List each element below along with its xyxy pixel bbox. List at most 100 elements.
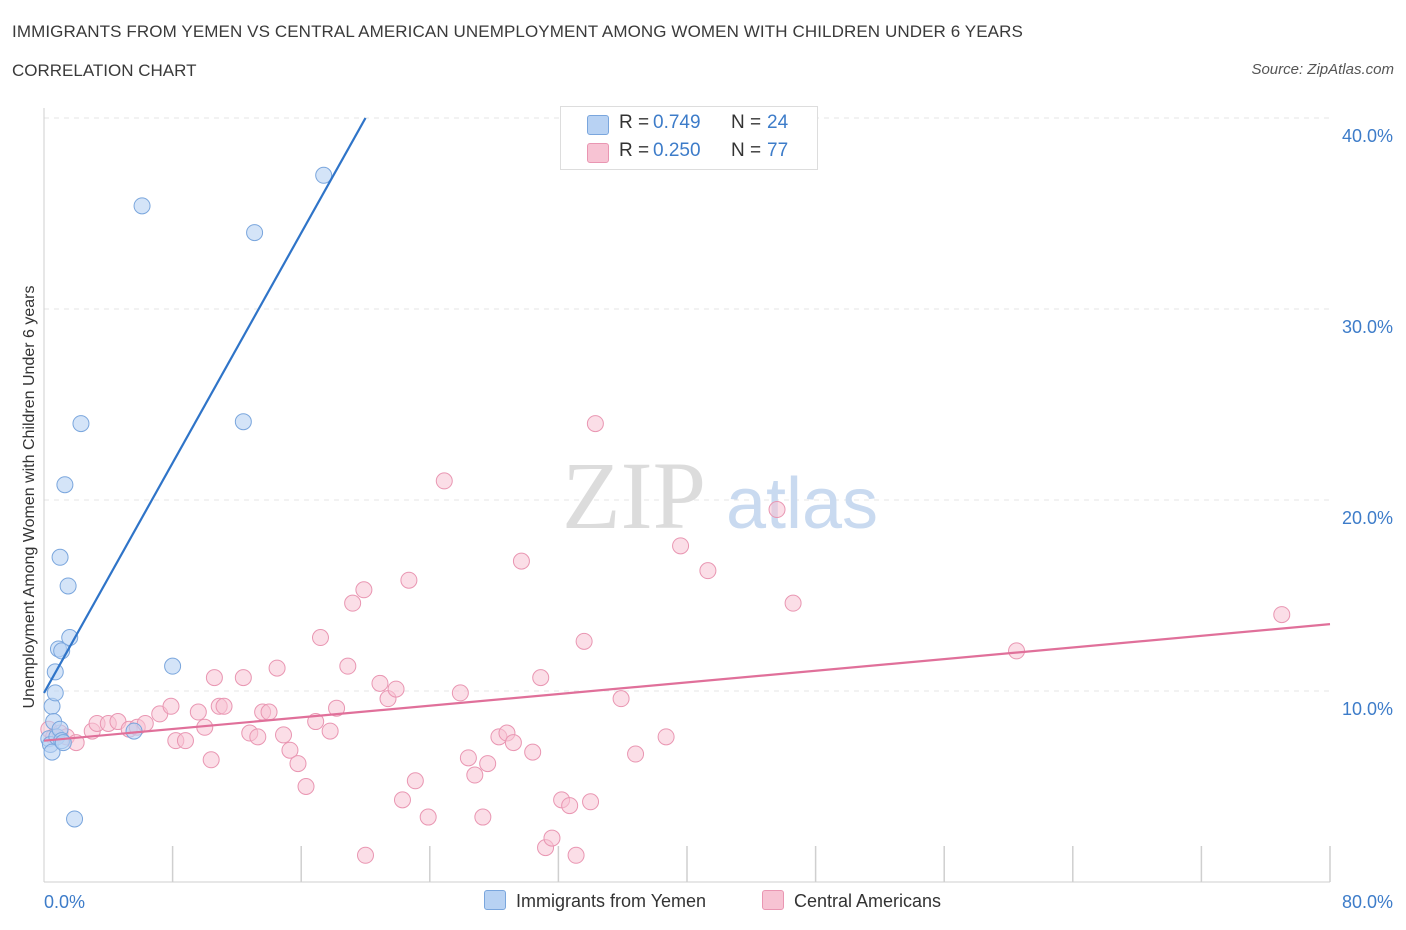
central-americans-point [672,537,690,555]
r-label: R = [619,140,650,161]
trendlines [43,117,1331,742]
central-americans-point [176,732,194,750]
central-americans-point [339,657,357,675]
central-americans-point [504,734,522,752]
central-americans-point [281,741,299,759]
yemen-legend-swatch [484,890,506,910]
central-americans-point [451,684,469,702]
central-americans-point [582,793,600,811]
central-americans-point [657,728,675,746]
central-americans-legend-swatch [762,890,784,910]
central-americans-point [387,680,405,698]
r-value: 0.250 [653,140,701,161]
yemen-point [51,548,69,566]
central-americans-point [561,797,579,815]
tick-labels: 10.0% 20.0% 30.0% 40.0% 0.0% 80.0% [44,126,1393,912]
n-label: N = [731,140,762,161]
central-americans-point [699,562,717,580]
source-credit: Source: ZipAtlas.com [1251,61,1394,78]
r-value: 0.749 [653,112,701,133]
central-americans-point [393,791,411,809]
central-americans-trendline [43,623,1331,742]
central-americans-point [202,751,220,769]
central-americans-point [784,594,802,612]
central-americans-point [357,846,374,864]
n-label: N = [731,112,762,133]
central-americans-point [371,674,389,692]
central-americans-point [586,415,604,433]
central-americans-point [406,772,424,790]
central-americans-point [532,669,550,687]
y-tick-label-40: 40.0% [1342,126,1393,146]
yemen-trendline [43,117,367,694]
central-americans-point [567,846,585,864]
central-americans-point [215,697,233,715]
central-americans-point [328,699,346,717]
watermark-atlas: atlas [726,464,878,544]
central-americans-point [466,766,484,784]
central-americans-point [419,808,437,826]
central-americans-point [355,581,373,599]
central-americans-point [459,749,477,767]
legend-item-yemen[interactable]: Immigrants from Yemen [484,890,706,912]
central-americans-point [575,632,593,650]
central-americans-point [311,629,329,647]
yemen-point [43,743,61,761]
central-americans-point [512,552,530,570]
yemen-point [315,166,333,184]
y-tick-label-20: 20.0% [1342,508,1393,528]
central-americans-point [162,697,180,715]
central-americans-point [1273,606,1291,624]
central-americans-point [627,745,645,763]
chart-subtitle: CORRELATION CHART [12,61,197,80]
central-americans-point [474,808,492,826]
central-americans-point [1008,642,1026,660]
gridlines [44,117,1330,692]
central-americans-point [289,755,307,773]
central-americans-point [249,728,267,746]
central-americans-point [205,669,223,687]
central-americans-point [435,472,453,490]
central-americans-point [524,743,542,761]
x-tick-label-min: 0.0% [44,892,85,912]
central-americans-point [344,594,362,612]
central-americans-point [189,703,207,721]
central-americans-point [543,829,561,847]
yemen-point [59,577,77,595]
central-americans-point [612,690,630,708]
central-americans-point [307,713,325,731]
central-americans-point [400,571,418,589]
watermark: ZIP atlas [562,442,878,549]
yemen-swatch [587,115,609,135]
r-label: R = [619,112,650,133]
yemen-point [46,684,64,702]
yemen-point [66,810,84,828]
yemen-point [164,657,182,675]
yemen-point [234,413,252,431]
watermark-zip: ZIP [562,442,706,549]
n-value: 24 [767,112,789,133]
central-americans-swatch [587,143,609,163]
chart-title: IMMIGRANTS FROM YEMEN VS CENTRAL AMERICA… [12,22,1023,41]
central-americans-point [275,726,293,744]
y-tick-label-10: 10.0% [1342,699,1393,719]
yemen-point [54,734,72,752]
yemen-point [72,415,90,433]
yemen-point [246,224,264,242]
central-americans-point [321,722,339,740]
central-americans-legend-label: Central Americans [794,891,942,911]
legend-item-central-americans[interactable]: Central Americans [762,890,941,912]
central-americans-point [479,755,497,773]
central-americans-point [768,501,786,519]
yemen-point [56,476,74,494]
x-tick-label-max: 80.0% [1342,892,1393,912]
yemen-point [133,197,151,215]
central-americans-point [297,778,315,795]
central-americans-point [260,703,278,721]
y-tick-label-30: 30.0% [1342,317,1393,337]
yemen-legend-label: Immigrants from Yemen [516,891,707,911]
n-value: 77 [767,140,789,161]
series-central-americans [40,415,1291,864]
central-americans-point [268,659,286,677]
